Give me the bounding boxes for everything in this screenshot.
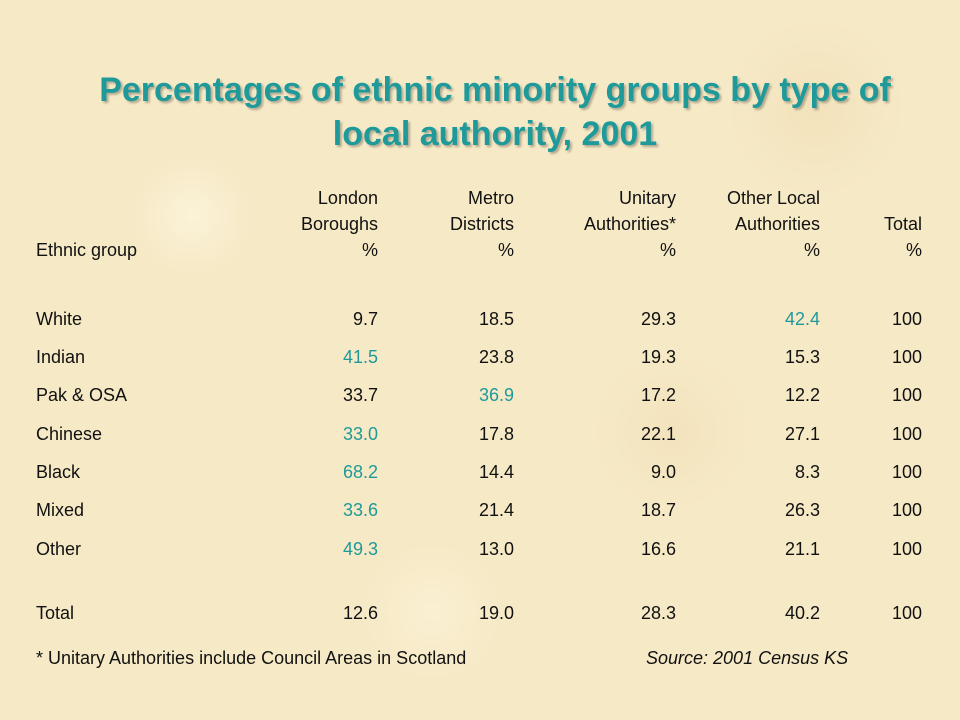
table-cell: 29.3 (640, 309, 676, 329)
column-header: London Boroughs% (218, 185, 378, 263)
column-header-line: Total (883, 214, 922, 234)
column-header-line: London (317, 188, 378, 208)
table-cell: 22.1 (640, 424, 676, 444)
table-cell: 18.5 (478, 309, 514, 329)
table-cell: 18.7 (640, 500, 676, 520)
table-cell: 100 (891, 500, 922, 520)
column-header-line: % (497, 240, 514, 260)
column-header-line: Authorities* (583, 214, 676, 234)
footnote: * Unitary Authorities include Council Ar… (36, 648, 467, 668)
table-cell: 9.7 (352, 309, 378, 329)
row-header: Ethnic group (36, 240, 138, 260)
table-cell: 27.1 (784, 424, 820, 444)
table-cell: 13.0 (478, 539, 514, 559)
column-header-line: Other Local (726, 188, 820, 208)
table-cell: 21.4 (478, 500, 514, 520)
column-header-line: % (803, 240, 820, 260)
table-cell: 100 (891, 347, 922, 367)
table-cell: 40.2 (784, 603, 820, 623)
table-cell: 17.8 (478, 424, 514, 444)
column-header-line (762, 185, 922, 211)
table-cell: 36.9 (478, 385, 514, 405)
source-note: Source: 2001 Census KS (646, 648, 849, 668)
column-header-line: Unitary (618, 188, 676, 208)
page-title: Percentages of ethnic minority groups by… (99, 71, 891, 153)
table-cell: 8.3 (794, 462, 820, 482)
row-label: Total (36, 603, 75, 623)
row-label: Mixed (36, 500, 85, 520)
column-header-line: % (361, 240, 378, 260)
column-header-line: Metro (467, 188, 514, 208)
row-label: Other (36, 539, 82, 559)
column-header-line: % (905, 240, 922, 260)
table-cell: 68.2 (342, 462, 378, 482)
column-header-line: Boroughs (300, 214, 378, 234)
column-header: Unitary Authorities*% (516, 185, 676, 263)
table-cell: 41.5 (342, 347, 378, 367)
table-cell: 15.3 (784, 347, 820, 367)
table-cell: 19.3 (640, 347, 676, 367)
column-header: Metro Districts% (354, 185, 514, 263)
table-cell: 33.7 (342, 385, 378, 405)
column-header: Total% (762, 185, 922, 263)
table-cell: 100 (891, 385, 922, 405)
table-cell: 28.3 (640, 603, 676, 623)
table-cell: 33.0 (342, 424, 378, 444)
table-cell: 14.4 (478, 462, 514, 482)
table-cell: 23.8 (478, 347, 514, 367)
table-cell: 100 (891, 539, 922, 559)
table-cell: 100 (891, 424, 922, 444)
row-label: White (36, 309, 83, 329)
table-cell: 17.2 (640, 385, 676, 405)
table-cell: 12.2 (784, 385, 820, 405)
table-cell: 12.6 (342, 603, 378, 623)
table-cell: 9.0 (650, 462, 676, 482)
table-cell: 33.6 (342, 500, 378, 520)
table-cell: 100 (891, 309, 922, 329)
column-header-line: % (659, 240, 676, 260)
table-cell: 100 (891, 603, 922, 623)
column-header: Other Local Authorities% (660, 185, 820, 263)
row-label: Chinese (36, 424, 103, 444)
table-cell: 19.0 (478, 603, 514, 623)
column-header-line: Authorities (734, 214, 820, 234)
table-cell: 16.6 (640, 539, 676, 559)
table-cell: 49.3 (342, 539, 378, 559)
row-label: Black (36, 462, 81, 482)
column-header-line: Districts (450, 214, 514, 234)
table-cell: 26.3 (784, 500, 820, 520)
table-cell: 100 (891, 462, 922, 482)
table-cell: 21.1 (784, 539, 820, 559)
table-cell: 42.4 (784, 309, 820, 329)
row-label: Pak & OSA (36, 385, 128, 405)
row-label: Indian (36, 347, 86, 367)
